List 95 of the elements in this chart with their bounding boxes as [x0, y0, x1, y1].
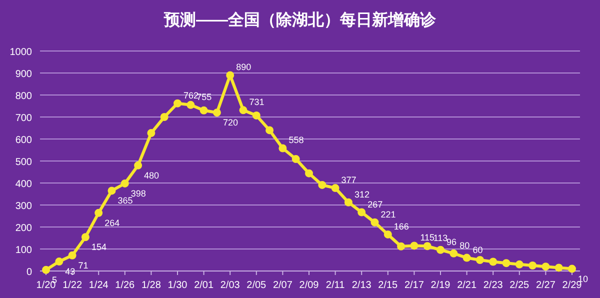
point [568, 264, 576, 273]
x-tick-label: 2/19 [430, 280, 451, 291]
point [462, 254, 471, 262]
y-tick-label: 100 [15, 245, 32, 256]
data-label: 731 [249, 97, 264, 108]
point [160, 113, 168, 121]
data-label: 267 [368, 199, 383, 210]
x-tick-label: 2/03 [220, 280, 240, 291]
y-tick-label: 0 [26, 267, 32, 278]
x-tick-label: 2/15 [378, 280, 398, 291]
point [318, 180, 326, 189]
x-tick-label: 2/01 [194, 280, 214, 291]
y-tick-label: 200 [15, 223, 32, 234]
data-label: 80 [460, 240, 470, 250]
point [134, 161, 142, 170]
x-tick-label: 1/28 [141, 280, 162, 291]
data-label: 890 [236, 62, 252, 72]
point [239, 106, 248, 114]
point [344, 198, 352, 206]
data-label: 60 [472, 244, 483, 255]
point [200, 106, 208, 114]
point [542, 262, 550, 271]
point [68, 251, 76, 260]
x-tick-label: 1/30 [168, 280, 188, 291]
point [305, 169, 313, 178]
point [147, 129, 156, 138]
point [489, 258, 498, 266]
point [502, 259, 510, 268]
x-tick-label: 2/09 [299, 280, 320, 291]
x-tick-label: 2/27 [536, 280, 556, 291]
x-tick-label: 2/23 [483, 280, 504, 291]
x-tick-label: 2/29 [562, 280, 582, 291]
chart-title: 预测——全国（除湖北）每日新增确诊 [163, 11, 437, 29]
data-label: 398 [130, 188, 146, 198]
x-tick-label: 2/21 [457, 280, 477, 291]
point [42, 266, 50, 274]
point [120, 179, 129, 188]
point [515, 260, 524, 268]
y-tick-label: 900 [15, 69, 32, 80]
data-label: 115 [420, 232, 435, 243]
point [554, 264, 563, 272]
data-label: 264 [104, 218, 120, 228]
y-tick-label: 400 [15, 179, 32, 190]
data-label: 762 [184, 90, 199, 100]
data-label: 365 [118, 196, 133, 206]
point [94, 208, 103, 217]
x-tick-label: 2/11 [326, 280, 346, 291]
y-tick-label: 700 [15, 113, 32, 124]
point [174, 99, 182, 108]
point [410, 242, 418, 250]
point [212, 108, 221, 117]
point [476, 256, 484, 264]
x-tick-label: 1/22 [62, 280, 82, 291]
y-tick-label: 800 [15, 91, 32, 102]
point [252, 111, 260, 120]
x-tick-label: 1/26 [115, 280, 136, 291]
data-label: 154 [91, 242, 106, 252]
data-label: 720 [222, 118, 238, 128]
data-label: 755 [196, 92, 212, 102]
point [358, 208, 366, 216]
x-tick-label: 2/07 [272, 280, 293, 291]
point [450, 249, 458, 258]
point [278, 144, 287, 152]
data-label: 480 [144, 170, 160, 180]
point [266, 126, 274, 134]
point [81, 233, 90, 242]
point [436, 246, 444, 254]
data-label: 96 [446, 236, 457, 247]
point [55, 258, 64, 266]
point [292, 155, 300, 164]
y-tick-label: 500 [15, 157, 32, 168]
data-label: 377 [341, 175, 356, 186]
point [384, 230, 392, 238]
point [186, 100, 195, 109]
data-label: 166 [394, 221, 409, 232]
point [370, 218, 379, 226]
point [331, 184, 340, 192]
data-label: 71 [78, 260, 88, 270]
y-tick-label: 600 [15, 135, 32, 146]
data-label: 221 [380, 209, 396, 220]
data-label: 113 [433, 233, 448, 244]
x-tick-label: 2/05 [246, 280, 267, 291]
point [108, 186, 116, 195]
y-tick-label: 1000 [10, 47, 32, 58]
point [397, 242, 406, 250]
x-tick-label: 2/25 [510, 280, 530, 291]
y-tick-label: 300 [15, 201, 32, 212]
point [423, 242, 432, 250]
x-tick-label: 2/17 [404, 280, 424, 291]
point [226, 71, 234, 80]
point [528, 262, 537, 270]
x-tick-label: 1/24 [88, 280, 109, 291]
x-tick-label: 2/13 [352, 280, 372, 291]
data-label: 312 [354, 189, 370, 200]
data-label: 558 [288, 135, 304, 146]
